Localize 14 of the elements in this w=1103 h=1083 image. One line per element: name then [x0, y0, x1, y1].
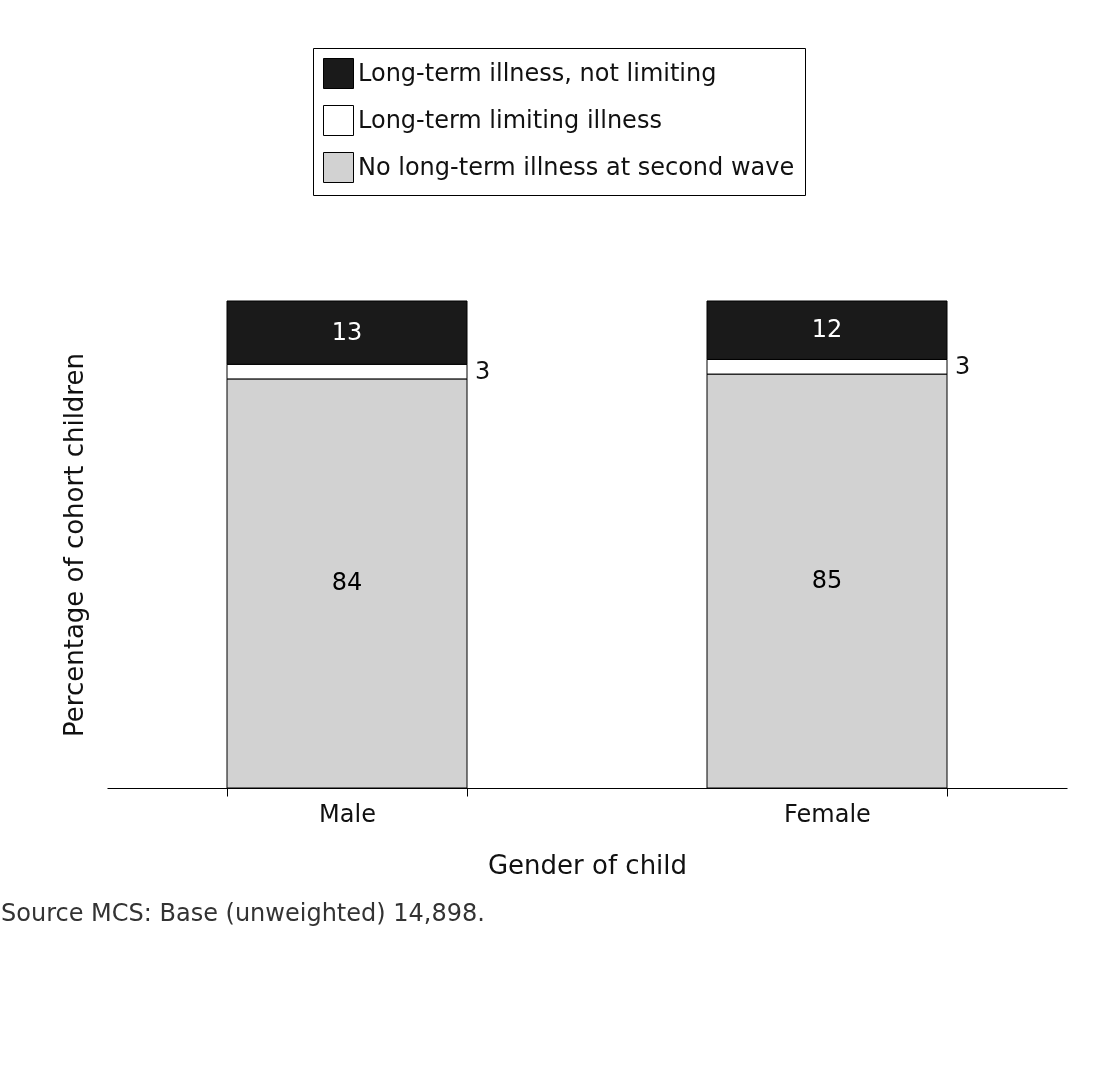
data-label: 3 [475, 356, 491, 385]
x-tick-label: Female [784, 799, 871, 828]
x-tick-label: Male [319, 799, 376, 828]
legend-label: Long-term limiting illness [358, 105, 662, 134]
data-label: 84 [331, 568, 363, 597]
source-note: Source MCS: Base (unweighted) 14,898. [1, 899, 485, 927]
y-axis-title: Percentage of cohort children [58, 353, 89, 737]
legend-label: No long-term illness at second wave [358, 152, 795, 181]
data-label: 12 [811, 315, 843, 344]
data-label: 3 [955, 351, 971, 380]
data-label: 13 [331, 317, 363, 346]
legend-label: Long-term illness, not limiting [358, 58, 717, 87]
data-label: 85 [811, 566, 843, 595]
x-axis-title: Gender of child [487, 849, 688, 880]
